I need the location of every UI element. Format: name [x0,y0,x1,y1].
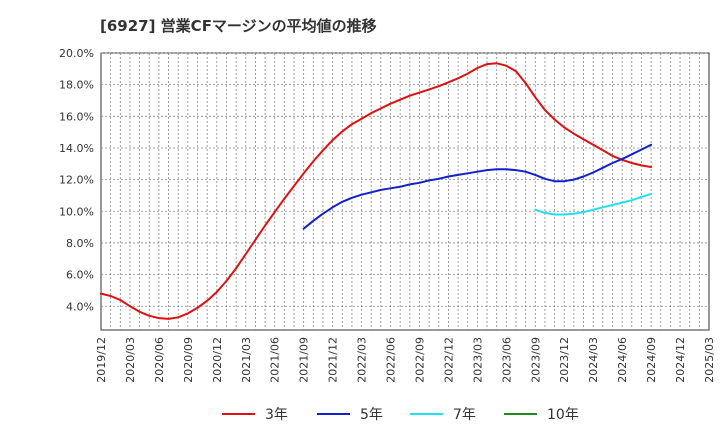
x-tick-label: 2020/12 [211,337,224,383]
x-tick-label: 2020/03 [124,337,137,383]
x-tick-label: 2021/12 [327,337,340,383]
legend-label: 7年 [453,407,476,423]
x-tick-label: 2025/03 [703,337,716,383]
x-tick-label: 2024/03 [587,337,600,383]
x-tick-label: 2022/06 [385,337,398,383]
x-tick-label: 2020/06 [153,337,166,383]
x-tick-label: 2023/06 [500,337,513,383]
x-tick-label: 2021/03 [240,337,253,383]
y-tick-label: 8.0% [66,237,94,250]
chart-title: [6927] 営業CFマージンの平均値の推移 [100,17,377,35]
x-tick-label: 2022/09 [413,337,426,383]
plot-area [100,52,710,331]
x-tick-label: 2021/06 [269,337,282,383]
y-tick-label: 10.0% [59,205,94,218]
x-tick-label: 2021/09 [298,337,311,383]
legend-label: 5年 [360,407,383,423]
y-tick-label: 18.0% [59,79,94,92]
y-tick-label: 12.0% [59,174,94,187]
series-line-3年 [100,62,653,320]
x-tick-label: 2024/06 [616,337,629,383]
grid-lines [101,52,709,330]
y-tick-label: 4.0% [66,300,94,313]
series-lines [100,62,653,320]
x-tick-label: 2023/12 [558,337,571,383]
x-tick-label: 2023/09 [529,337,542,383]
x-tick-label: 2022/12 [442,337,455,383]
y-axis: 4.0% 6.0% 8.0% 10.0% 12.0% 14.0% 16.0% 18.0% 20.… [59,47,94,313]
x-axis: 2019/12 2020/03 2020/06 2020/09 2020/12 2021/… [95,337,716,383]
legend: 3年 5年 7年 10年 [222,407,579,423]
y-tick-label: 6.0% [66,269,94,282]
y-tick-label: 16.0% [59,110,94,123]
legend-label: 3年 [265,407,288,423]
y-tick-label: 20.0% [59,47,94,60]
x-tick-label: 2022/03 [356,337,369,383]
legend-label: 10年 [547,407,579,423]
x-tick-label: 2020/09 [182,337,195,383]
x-tick-label: 2019/12 [95,337,108,383]
x-tick-label: 2023/03 [471,337,484,383]
x-tick-label: 2024/12 [674,337,687,383]
y-tick-label: 14.0% [59,142,94,155]
x-tick-label: 2024/09 [645,337,658,383]
series-line-7年 [534,192,653,216]
series-line-5年 [302,143,653,230]
